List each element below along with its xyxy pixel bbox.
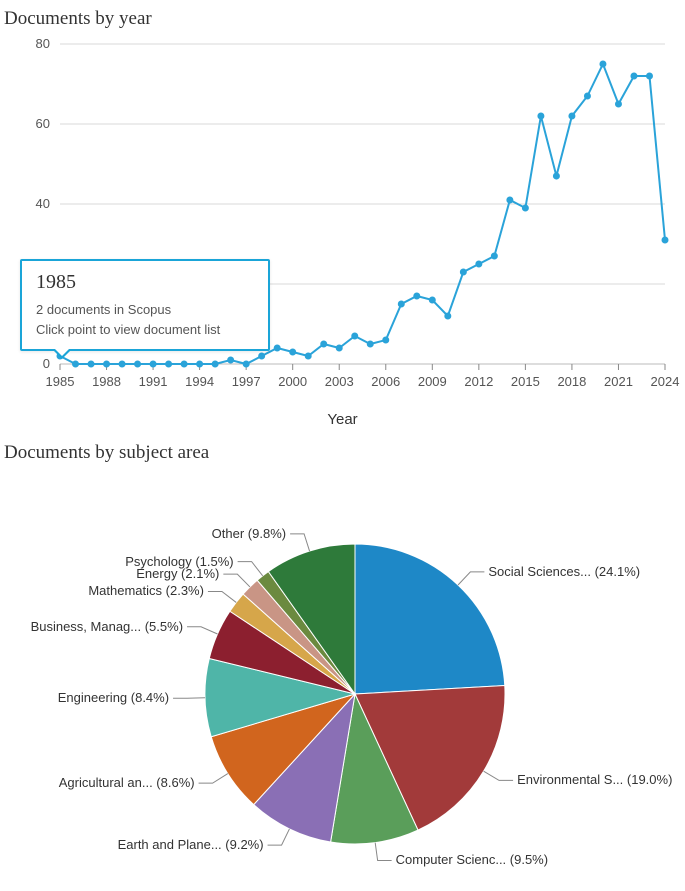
data-point[interactable] (382, 337, 389, 344)
data-point[interactable] (413, 293, 420, 300)
svg-text:2006: 2006 (371, 374, 400, 389)
data-point[interactable] (444, 313, 451, 320)
tooltip-year: 1985 (36, 271, 254, 294)
data-point[interactable] (662, 237, 669, 244)
data-point[interactable] (491, 253, 498, 260)
data-point[interactable] (537, 113, 544, 120)
data-point[interactable] (646, 73, 653, 80)
line-chart: 0204060801985198819911994199720002003200… (0, 34, 685, 434)
svg-text:2003: 2003 (325, 374, 354, 389)
data-point[interactable] (72, 361, 79, 368)
data-point[interactable] (615, 101, 622, 108)
data-point[interactable] (460, 269, 467, 276)
pie-label: Mathematics (2.3%) (88, 583, 204, 598)
svg-text:2000: 2000 (278, 374, 307, 389)
pie-chart-svg (0, 474, 685, 884)
svg-text:2009: 2009 (418, 374, 447, 389)
data-point[interactable] (584, 93, 591, 100)
pie-label: Engineering (8.4%) (58, 690, 169, 705)
pie-label: Computer Scienc... (9.5%) (396, 852, 548, 867)
data-point[interactable] (181, 361, 188, 368)
svg-text:2021: 2021 (604, 374, 633, 389)
data-point[interactable] (630, 73, 637, 80)
data-point[interactable] (274, 345, 281, 352)
svg-text:1988: 1988 (92, 374, 121, 389)
svg-text:2018: 2018 (557, 374, 586, 389)
data-point[interactable] (212, 361, 219, 368)
pie-chart: Social Sciences... (24.1%) Environmental … (0, 474, 685, 884)
pie-chart-title: Documents by subject area (4, 442, 685, 464)
data-point[interactable] (522, 205, 529, 212)
pie-label: Earth and Plane... (9.2%) (118, 837, 264, 852)
pie-label: Psychology (1.5%) (125, 554, 233, 569)
tooltip-line-1: 2 documents in Scopus (36, 300, 254, 320)
data-point[interactable] (258, 353, 265, 360)
data-point[interactable] (243, 361, 250, 368)
data-point[interactable] (119, 361, 126, 368)
data-point[interactable] (88, 361, 95, 368)
data-point[interactable] (103, 361, 110, 368)
data-point[interactable] (196, 361, 203, 368)
data-point[interactable] (351, 333, 358, 340)
data-point[interactable] (320, 341, 327, 348)
pie-label: Business, Manag... (5.5%) (31, 619, 183, 634)
svg-text:1985: 1985 (46, 374, 75, 389)
data-point[interactable] (506, 197, 513, 204)
svg-text:1991: 1991 (139, 374, 168, 389)
data-point[interactable] (553, 173, 560, 180)
pie-label: Agricultural an... (8.6%) (59, 775, 195, 790)
data-point[interactable] (305, 353, 312, 360)
data-point[interactable] (568, 113, 575, 120)
tooltip-line-2: Click point to view document list (36, 320, 254, 340)
data-point[interactable] (227, 357, 234, 364)
svg-text:80: 80 (36, 36, 50, 51)
svg-text:1994: 1994 (185, 374, 214, 389)
x-axis-label: Year (0, 411, 685, 428)
data-point[interactable] (134, 361, 141, 368)
svg-text:2024: 2024 (651, 374, 680, 389)
data-point[interactable] (289, 349, 296, 356)
svg-text:40: 40 (36, 196, 50, 211)
pie-label: Social Sciences... (24.1%) (488, 564, 640, 579)
data-point[interactable] (150, 361, 157, 368)
svg-text:2012: 2012 (464, 374, 493, 389)
svg-text:0: 0 (43, 356, 50, 371)
line-chart-title: Documents by year (4, 8, 685, 30)
pie-label: Environmental S... (19.0%) (517, 772, 672, 787)
pie-label: Other (9.8%) (212, 526, 286, 541)
data-point[interactable] (599, 61, 606, 68)
svg-text:1997: 1997 (232, 374, 261, 389)
data-point[interactable] (429, 297, 436, 304)
chart-tooltip[interactable]: 1985 2 documents in Scopus Click point t… (20, 259, 270, 351)
data-point[interactable] (367, 341, 374, 348)
data-point[interactable] (165, 361, 172, 368)
data-point[interactable] (475, 261, 482, 268)
pie-slice[interactable] (355, 544, 505, 694)
data-point[interactable] (336, 345, 343, 352)
svg-text:2015: 2015 (511, 374, 540, 389)
data-point[interactable] (398, 301, 405, 308)
svg-text:60: 60 (36, 116, 50, 131)
